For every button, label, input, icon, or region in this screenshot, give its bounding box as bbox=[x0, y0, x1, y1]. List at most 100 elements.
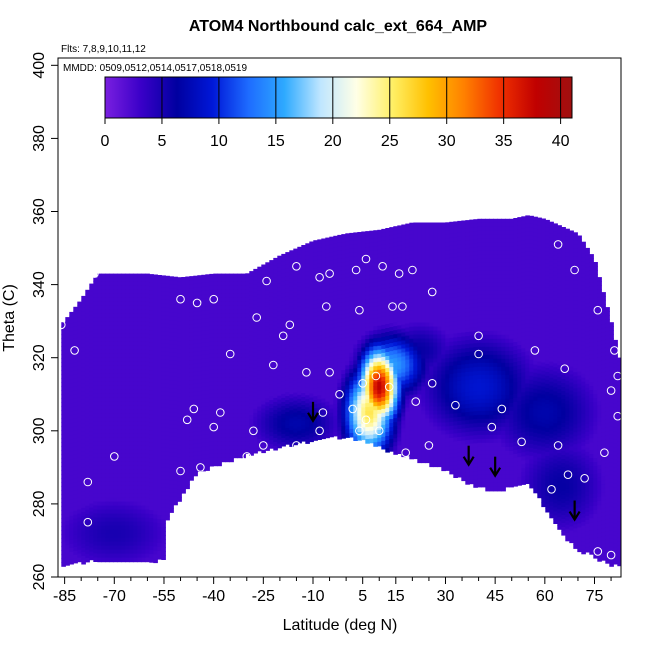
heatmap-cell bbox=[229, 289, 234, 295]
heatmap-cell bbox=[89, 435, 94, 441]
heatmap-cell bbox=[369, 370, 374, 376]
heatmap-cell bbox=[333, 283, 338, 289]
heatmap-cell bbox=[109, 397, 114, 403]
heatmap-cell bbox=[141, 353, 146, 359]
heatmap-cell bbox=[137, 321, 142, 327]
heatmap-cell bbox=[345, 293, 350, 298]
heatmap-cell bbox=[193, 275, 198, 281]
heatmap-cell bbox=[309, 425, 314, 431]
heatmap-cell bbox=[109, 357, 114, 363]
heatmap-cell bbox=[185, 296, 190, 302]
heatmap-cell bbox=[185, 416, 190, 422]
heatmap-cell bbox=[405, 411, 410, 417]
heatmap-cell bbox=[133, 549, 138, 555]
heatmap-cell bbox=[329, 376, 334, 382]
heatmap-cell bbox=[89, 411, 94, 417]
heatmap-cell bbox=[281, 309, 286, 315]
heatmap-cell bbox=[117, 345, 122, 351]
heatmap-cell bbox=[297, 254, 302, 260]
heatmap-cell bbox=[169, 320, 174, 325]
heatmap-cell bbox=[229, 453, 234, 459]
heatmap-cell bbox=[185, 364, 190, 370]
heatmap-cell bbox=[221, 441, 226, 447]
heatmap-cell bbox=[401, 244, 406, 250]
heatmap-cell bbox=[89, 507, 94, 513]
heatmap-cell bbox=[273, 357, 278, 363]
heatmap-cell bbox=[201, 370, 206, 376]
heatmap-cell bbox=[297, 338, 302, 344]
heatmap-cell bbox=[301, 337, 306, 342]
heatmap-cell bbox=[389, 335, 394, 340]
heatmap-cell bbox=[241, 329, 246, 335]
heatmap-cell bbox=[389, 283, 394, 288]
heatmap-cell bbox=[141, 317, 146, 323]
heatmap-cell bbox=[169, 444, 174, 449]
heatmap-cell bbox=[265, 434, 270, 439]
heatmap-cell bbox=[113, 401, 118, 407]
heatmap-cell bbox=[345, 301, 350, 306]
heatmap-cell bbox=[165, 435, 170, 441]
heatmap-cell bbox=[97, 381, 102, 387]
heatmap-cell bbox=[273, 277, 278, 283]
heatmap-cell bbox=[397, 229, 402, 234]
heatmap-cell bbox=[169, 336, 174, 341]
heatmap-cell bbox=[249, 435, 254, 440]
heatmap-cell bbox=[177, 429, 182, 434]
heatmap-cell bbox=[389, 275, 394, 280]
heatmap-cell bbox=[341, 310, 346, 315]
heatmap-cell bbox=[309, 341, 314, 347]
heatmap-cell bbox=[129, 497, 134, 503]
heatmap-cell bbox=[165, 407, 170, 413]
heatmap-cell bbox=[333, 359, 338, 365]
heatmap-cell bbox=[117, 357, 122, 363]
heatmap-cell bbox=[105, 309, 110, 315]
heatmap-cell bbox=[393, 310, 398, 315]
heatmap-cell bbox=[353, 340, 358, 345]
heatmap-cell bbox=[161, 315, 166, 320]
heatmap-cell bbox=[157, 503, 162, 508]
heatmap-cell bbox=[221, 361, 226, 367]
heatmap-cell bbox=[145, 449, 150, 455]
heatmap-cell bbox=[341, 422, 346, 427]
heatmap-cell bbox=[149, 542, 154, 547]
heatmap-cell bbox=[293, 284, 298, 290]
heatmap-cell bbox=[125, 421, 130, 427]
heatmap-cell bbox=[65, 353, 70, 358]
heatmap-cell bbox=[141, 489, 146, 495]
heatmap-cell bbox=[205, 390, 210, 395]
heatmap-cell bbox=[333, 351, 338, 357]
heatmap-cell bbox=[105, 517, 110, 523]
heatmap-cell bbox=[165, 507, 170, 513]
heatmap-cell bbox=[297, 362, 302, 368]
heatmap-cell bbox=[269, 440, 274, 445]
heatmap-cell bbox=[189, 300, 194, 305]
heatmap-cell bbox=[213, 317, 218, 323]
heatmap-cell bbox=[73, 394, 78, 400]
heatmap-cell bbox=[381, 352, 386, 358]
heatmap-cell bbox=[349, 232, 354, 238]
heatmap-cell bbox=[409, 230, 414, 236]
heatmap-cell bbox=[401, 240, 406, 246]
heatmap-cell bbox=[169, 316, 174, 321]
heatmap-cell bbox=[389, 343, 394, 348]
heatmap-cell bbox=[233, 277, 238, 283]
heatmap-cell bbox=[385, 276, 390, 281]
heatmap-cell bbox=[105, 433, 110, 439]
heatmap-cell bbox=[369, 366, 374, 372]
heatmap-cell bbox=[281, 253, 286, 259]
heatmap-cell bbox=[393, 242, 398, 247]
heatmap-cell bbox=[401, 340, 406, 346]
heatmap-cell bbox=[93, 509, 98, 514]
heatmap-cell bbox=[73, 318, 78, 324]
heatmap-cell bbox=[141, 457, 146, 463]
heatmap-cell bbox=[289, 426, 294, 431]
heatmap-cell bbox=[153, 546, 158, 552]
heatmap-cell bbox=[189, 328, 194, 333]
heatmap-cell bbox=[221, 341, 226, 347]
heatmap-cell bbox=[97, 549, 102, 555]
heatmap-cell bbox=[149, 366, 154, 371]
heatmap-cell bbox=[149, 510, 154, 515]
heatmap-cell bbox=[141, 349, 146, 355]
heatmap-cell bbox=[177, 381, 182, 386]
heatmap-cell bbox=[193, 407, 198, 413]
